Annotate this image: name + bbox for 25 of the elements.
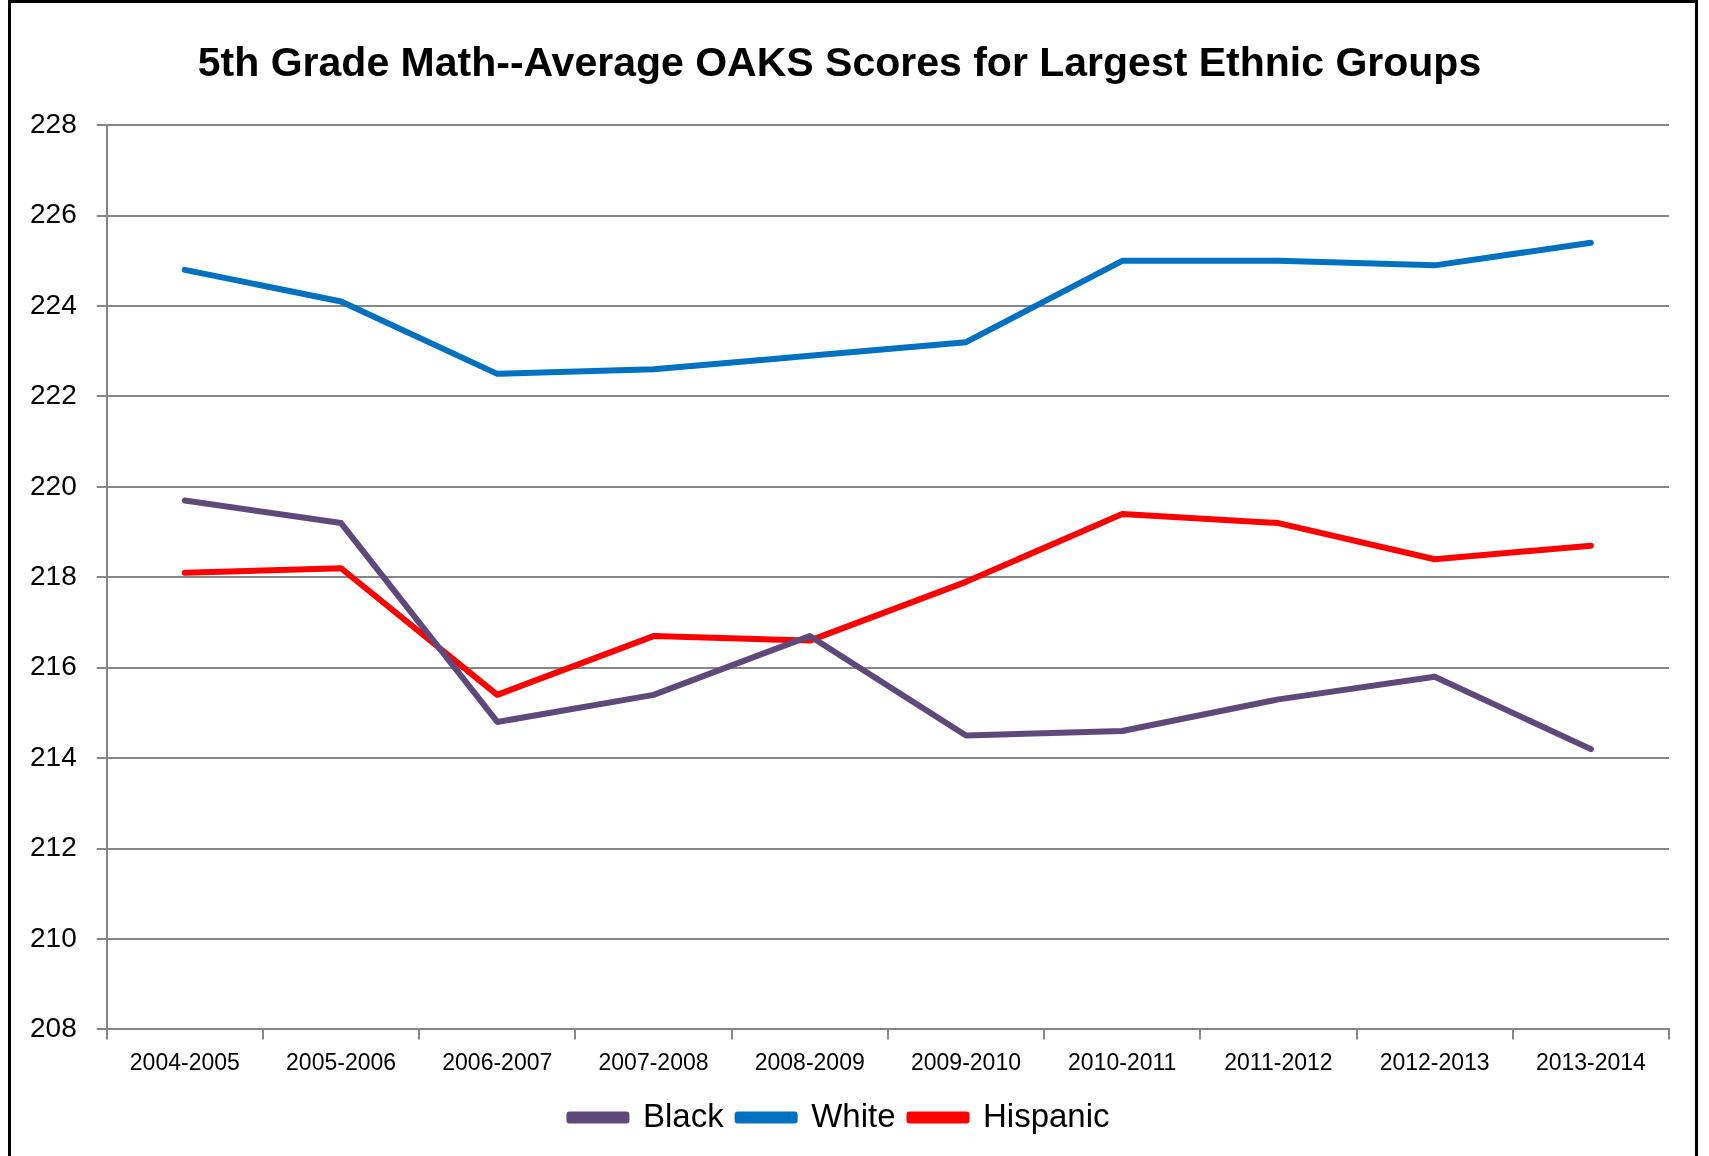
chart-title: 5th Grade Math--Average OAKS Scores for Largest Ethnic Groups bbox=[197, 38, 1482, 85]
legend-label: White bbox=[811, 1096, 896, 1134]
x-tick-label: 2007-2008 bbox=[598, 1048, 709, 1075]
y-tick-label: 226 bbox=[30, 198, 77, 230]
legend-label: Black bbox=[642, 1096, 725, 1134]
x-tick-label: 2011-2012 bbox=[1224, 1048, 1333, 1075]
x-tick-label: 2006-2007 bbox=[442, 1048, 553, 1075]
x-tick-label: 2008-2009 bbox=[754, 1048, 865, 1075]
y-tick-label: 224 bbox=[30, 288, 77, 320]
y-tick-label: 210 bbox=[30, 921, 77, 953]
x-tick-label: 2013-2014 bbox=[1535, 1048, 1647, 1075]
x-tick-label: 2012-2013 bbox=[1379, 1048, 1490, 1075]
y-tick-label: 218 bbox=[30, 560, 77, 592]
x-tick-label: 2010-2011 bbox=[1068, 1048, 1177, 1075]
y-tick-label: 222 bbox=[30, 379, 77, 411]
legend-label: Hispanic bbox=[983, 1096, 1110, 1134]
y-tick-label: 208 bbox=[30, 1012, 77, 1044]
x-tick-label: 2004-2005 bbox=[129, 1048, 240, 1075]
y-tick-label: 220 bbox=[30, 469, 77, 501]
x-tick-label: 2009-2010 bbox=[910, 1048, 1021, 1075]
y-tick-label: 228 bbox=[30, 107, 77, 139]
y-tick-label: 212 bbox=[30, 831, 77, 863]
y-tick-label: 216 bbox=[30, 650, 77, 682]
y-tick-label: 214 bbox=[30, 740, 77, 772]
x-tick-label: 2005-2006 bbox=[286, 1048, 397, 1075]
